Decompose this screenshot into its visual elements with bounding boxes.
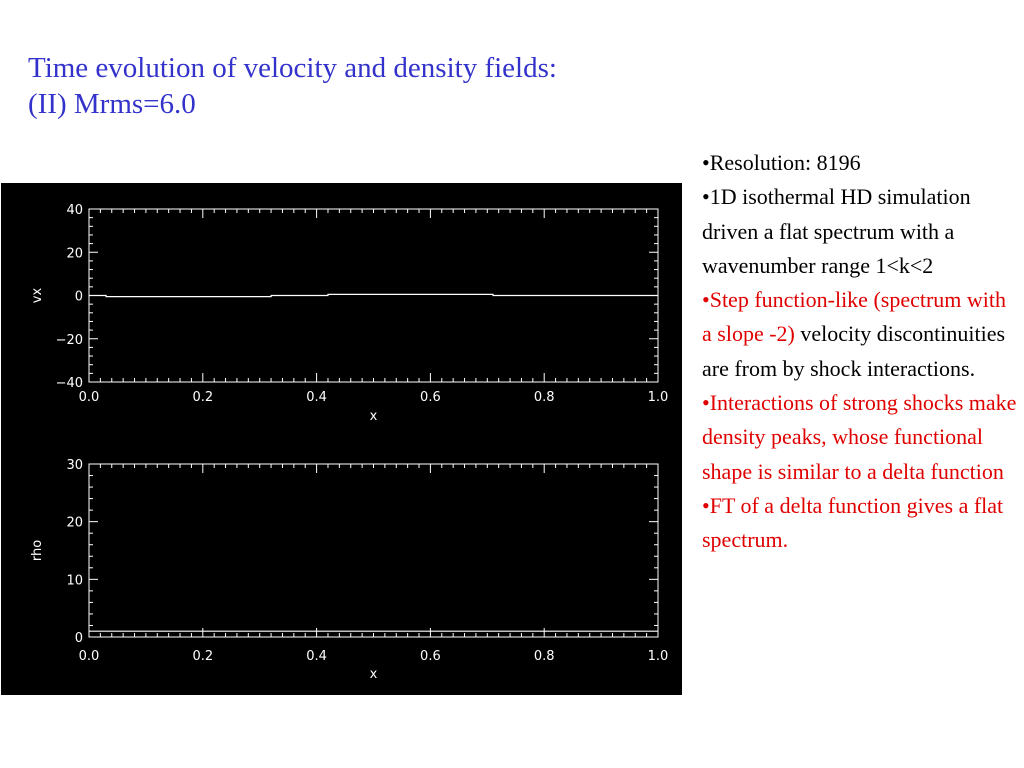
x-tick-label: 0.8 bbox=[534, 390, 555, 405]
x-tick-label: 0.0 bbox=[79, 649, 100, 664]
note-ft: •FT of a delta function gives a flat spe… bbox=[702, 492, 1004, 553]
note-interactions: •Interactions of strong shocks make dens… bbox=[702, 390, 1017, 484]
notes-list: •Resolution: 8196 •1D isothermal HD simu… bbox=[702, 146, 1020, 558]
y-tick-label: 20 bbox=[66, 246, 83, 261]
plots-canvas: 0.0 0.2 0.4 0.6 0.8 1.0 40 20 0 −20 −40 x vx 0.0 0.2 0.… bbox=[30, 203, 669, 682]
y-tick-label: 0 bbox=[75, 290, 83, 305]
note-resolution: •Resolution: 8196 bbox=[702, 150, 861, 175]
y-tick-label: −40 bbox=[56, 376, 83, 391]
note-step-black-text: velocity discontinuities are from by sho… bbox=[702, 321, 1006, 381]
plot-1-series-line bbox=[89, 293, 658, 298]
y-axis-label: rho bbox=[30, 540, 45, 561]
x-tick-label: 0.2 bbox=[192, 649, 213, 664]
x-tick-label: 0.6 bbox=[420, 649, 441, 664]
y-tick-label: 20 bbox=[66, 516, 83, 531]
y-tick-label: 40 bbox=[66, 203, 83, 218]
x-tick-label: 0.0 bbox=[79, 390, 100, 405]
x-tick-label: 1.0 bbox=[648, 390, 669, 405]
x-axis-label: x bbox=[370, 667, 378, 682]
y-tick-label: 30 bbox=[66, 458, 83, 473]
plot-2-frame bbox=[88, 463, 659, 638]
y-axis-label: vx bbox=[30, 288, 45, 304]
x-tick-label: 1.0 bbox=[648, 649, 669, 664]
plot-panel: 0.0 0.2 0.4 0.6 0.8 1.0 40 20 0 −20 −40 x vx 0.0 0.2 0.… bbox=[1, 183, 682, 695]
title-line-1: Time evolution of velocity and density f… bbox=[28, 52, 557, 84]
note-step-red-text: •Step function-like (spectrum with a slo… bbox=[702, 287, 1007, 347]
x-tick-label: 0.4 bbox=[306, 649, 327, 664]
note-step-function: •Step function-like (spectrum with a slo… bbox=[702, 283, 1020, 386]
x-tick-label: 0.6 bbox=[420, 390, 441, 405]
x-tick-label: 0.4 bbox=[306, 390, 327, 405]
title-line-2: (II) Mrms=6.0 bbox=[28, 88, 196, 120]
x-tick-label: 0.2 bbox=[192, 390, 213, 405]
y-tick-label: 0 bbox=[75, 631, 83, 646]
x-axis-label: x bbox=[370, 409, 378, 424]
y-tick-label: 10 bbox=[66, 573, 83, 588]
slide-title: Time evolution of velocity and density f… bbox=[28, 50, 557, 122]
x-tick-label: 0.8 bbox=[534, 649, 555, 664]
note-simulation: •1D isothermal HD simulation driven a fl… bbox=[702, 184, 971, 278]
y-tick-label: −20 bbox=[56, 333, 83, 348]
